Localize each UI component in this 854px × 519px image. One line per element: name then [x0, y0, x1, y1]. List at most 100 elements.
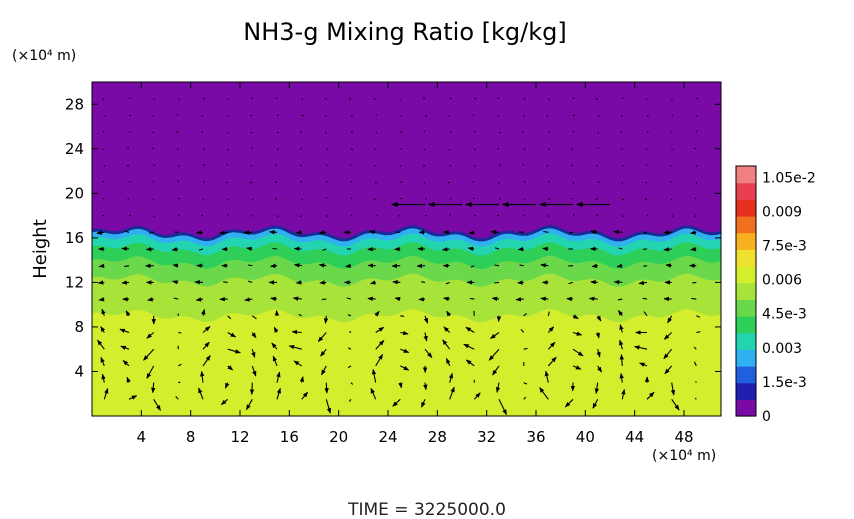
wind-vector — [325, 399, 332, 414]
colorbar-label: 1.5e-3 — [762, 375, 807, 391]
wind-vector — [694, 197, 697, 200]
wind-vector — [227, 365, 234, 371]
colorbar-swatch — [736, 249, 756, 267]
wind-vector — [103, 387, 109, 400]
wind-vector — [394, 296, 401, 302]
wind-vector — [613, 229, 623, 235]
wind-vector — [98, 263, 105, 268]
wind-vector — [178, 363, 182, 367]
colorbar-label: 7.5e-3 — [762, 239, 807, 255]
wind-vector — [202, 164, 205, 166]
wind-vector — [467, 246, 475, 251]
wind-vector — [695, 130, 698, 133]
wind-vector — [322, 248, 327, 251]
wind-vector — [469, 297, 475, 300]
wind-vector — [572, 181, 575, 184]
wind-vector — [442, 339, 451, 350]
wind-vector — [449, 130, 452, 133]
wind-vector — [323, 315, 329, 324]
wind-vector — [547, 215, 550, 218]
colorbar-label: 4.5e-3 — [762, 307, 807, 323]
wind-vector — [251, 365, 257, 377]
plot-area — [92, 82, 721, 416]
wind-vector — [663, 332, 673, 340]
wind-vector — [375, 182, 377, 184]
wind-vector — [399, 165, 402, 168]
wind-vector — [638, 280, 648, 286]
wind-vector — [443, 326, 451, 333]
wind-vector — [497, 114, 500, 117]
colorbar-swatch — [736, 216, 756, 234]
wind-vector — [616, 263, 623, 268]
wind-vector — [422, 164, 426, 167]
wind-vector — [291, 329, 302, 335]
wind-vector — [542, 246, 549, 252]
wind-vector — [301, 98, 304, 101]
wind-vector — [497, 97, 500, 100]
wind-vector — [441, 247, 450, 252]
wind-vector — [619, 372, 624, 383]
wind-vector — [523, 181, 526, 183]
wind-vector — [472, 197, 475, 200]
wind-vector — [449, 386, 455, 400]
colorbar-swatch — [736, 382, 756, 400]
wind-vector — [153, 98, 155, 101]
wind-vector — [178, 197, 181, 200]
colorbar-swatch — [736, 399, 756, 417]
wind-vector — [252, 215, 254, 217]
wind-vector — [671, 148, 673, 151]
wind-vector — [249, 382, 255, 395]
wind-vector — [374, 310, 380, 317]
wind-vector — [275, 97, 278, 100]
wind-vector — [594, 382, 600, 394]
wind-vector — [473, 392, 481, 400]
wind-vector — [227, 332, 237, 338]
wind-vector — [151, 382, 156, 394]
wind-vector — [547, 341, 556, 350]
wind-vector — [127, 198, 130, 201]
wind-vector — [224, 382, 230, 389]
wind-vector — [595, 332, 600, 339]
wind-vector — [102, 180, 105, 183]
wind-vector — [124, 265, 130, 268]
y-tick-label: 12 — [65, 273, 84, 291]
wind-vector — [597, 131, 600, 134]
wind-vector — [547, 356, 557, 367]
wind-vector — [346, 297, 352, 300]
wind-vector — [269, 229, 278, 235]
wind-vector — [465, 359, 475, 367]
wind-vector — [349, 98, 352, 100]
wind-vector — [301, 391, 309, 400]
wind-vector — [250, 164, 253, 167]
wind-vector — [347, 314, 352, 317]
wind-vector — [350, 180, 353, 183]
wind-vector — [375, 131, 378, 134]
wind-vector — [566, 296, 574, 302]
wind-vector — [104, 114, 106, 117]
wind-vector — [172, 280, 179, 285]
wind-vector — [572, 348, 584, 357]
wind-vector — [494, 247, 500, 250]
wind-vector — [227, 315, 232, 320]
wind-vector — [350, 130, 354, 133]
wind-vector — [446, 310, 452, 317]
wind-vector — [696, 315, 701, 318]
colorbar-label: 0.003 — [762, 341, 802, 357]
wind-vector — [350, 214, 353, 217]
wind-vector — [250, 181, 253, 184]
wind-vector — [595, 214, 598, 217]
wind-vector — [200, 370, 205, 383]
wind-vector — [276, 148, 279, 151]
wind-vector — [646, 391, 655, 400]
wind-vector — [251, 198, 254, 201]
wind-vector — [176, 114, 179, 116]
wind-vector — [121, 280, 130, 285]
wind-vector — [670, 382, 676, 396]
wind-vector — [270, 263, 278, 269]
wind-vector — [571, 197, 574, 200]
wind-vector — [345, 263, 352, 268]
x-tick-label: 16 — [280, 428, 299, 446]
wind-vector — [103, 165, 106, 167]
wind-vector — [543, 230, 549, 233]
wind-vector — [128, 395, 138, 400]
